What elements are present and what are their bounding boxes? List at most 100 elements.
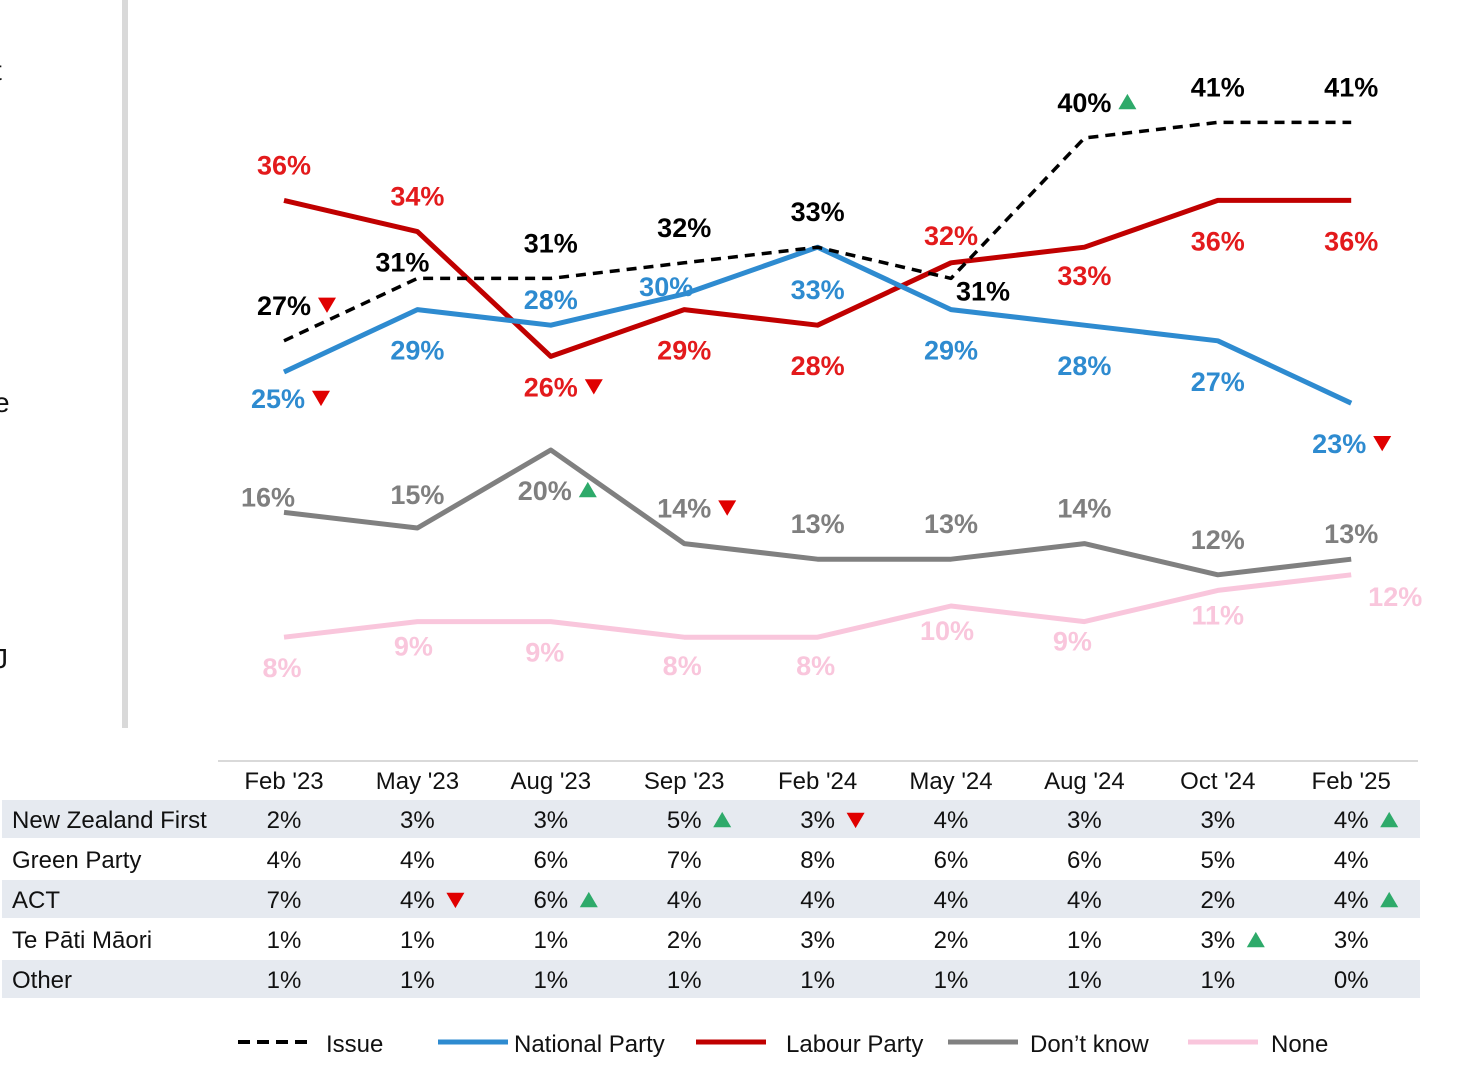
table-cell: 2%	[1200, 887, 1235, 914]
table-cell: 1%	[267, 927, 302, 954]
data-label-issue: 41%	[1191, 72, 1245, 102]
table-cell: 4%	[1067, 887, 1102, 914]
table-cell: 4%	[667, 887, 702, 914]
table-cell: 1%	[934, 967, 969, 994]
down-arrow-icon	[718, 500, 737, 516]
table-cell: 5%	[667, 807, 702, 834]
data-label-issue: 40%	[1057, 88, 1111, 118]
table-cell: 7%	[667, 847, 702, 874]
table-row-name: Te Pāti Māori	[12, 927, 152, 954]
table-cell: 0%	[1334, 967, 1369, 994]
table-cell: 4%	[267, 847, 302, 874]
series-line-none	[283, 572, 1352, 640]
data-label-none: 8%	[262, 653, 301, 683]
data-label-none: 8%	[663, 651, 702, 681]
table-cell: 5%	[1200, 847, 1235, 874]
data-labels: 8% 9% 9% 8% 8% 10% 9% 11% 12% 16% 15% 20% 14% 13% 13% 1…	[241, 72, 1422, 683]
data-label-labour: 26%	[524, 372, 578, 402]
table-cell: 3%	[800, 927, 835, 954]
up-arrow-icon	[1246, 931, 1265, 948]
down-arrow-icon	[1373, 436, 1392, 452]
table-cell: 4%	[800, 887, 835, 914]
data-label-labour: 29%	[657, 336, 711, 366]
table-cell: 1%	[800, 967, 835, 994]
table-cell: 4%	[400, 847, 435, 874]
series-line-issue	[283, 120, 1352, 343]
data-table: Feb '23 May '23 Aug '23 Sep '23 Feb '24 May '…	[2, 760, 1420, 1000]
up-arrow-icon	[579, 891, 598, 908]
data-label-national: 25%	[251, 384, 305, 414]
data-label-national: 28%	[1057, 351, 1111, 381]
data-label-issue: 31%	[524, 228, 578, 258]
data-label-labour: 28%	[791, 351, 845, 381]
data-label-labour: 36%	[1324, 226, 1378, 256]
column-header: Aug '24	[1044, 768, 1125, 795]
up-arrow-icon	[578, 481, 597, 498]
data-label-national: 23%	[1312, 429, 1366, 459]
table-cell: 1%	[533, 967, 568, 994]
data-label-labour: 36%	[257, 150, 311, 180]
column-header: May '23	[376, 768, 459, 795]
data-label-national: 29%	[390, 336, 444, 366]
table-cell: 6%	[934, 847, 969, 874]
table-cell: 1%	[1200, 967, 1235, 994]
data-label-labour: 32%	[924, 221, 978, 251]
data-label-labour: 33%	[1057, 261, 1111, 291]
series-line-labour	[283, 197, 1352, 359]
table-cell: 6%	[533, 887, 568, 914]
down-arrow-icon	[584, 379, 603, 395]
legend-label-national: National Party	[514, 1031, 665, 1058]
data-label-issue: 32%	[657, 213, 711, 243]
column-header: Feb '23	[244, 768, 323, 795]
data-label-issue: 27%	[257, 291, 311, 321]
data-label-none: 9%	[525, 638, 564, 668]
table-cell: 8%	[800, 847, 835, 874]
table-cell: 4%	[934, 887, 969, 914]
table-cell: 1%	[667, 967, 702, 994]
table-cell: 4%	[934, 807, 969, 834]
legend-label-none: None	[1271, 1031, 1328, 1058]
down-arrow-icon	[846, 812, 865, 829]
down-arrow-icon	[318, 297, 336, 313]
table-cell: 6%	[1067, 847, 1102, 874]
data-label-dont_know: 14%	[1057, 494, 1111, 524]
table-cell: 7%	[267, 887, 302, 914]
table-row-shade	[2, 800, 1420, 838]
series-line-dont_know	[283, 447, 1352, 578]
data-label-national: 30%	[639, 272, 693, 302]
table-cell: 3%	[400, 807, 435, 834]
up-arrow-icon	[1380, 891, 1399, 908]
data-label-national: 29%	[924, 336, 978, 366]
table-cell: 1%	[267, 967, 302, 994]
data-label-national: 27%	[1191, 367, 1245, 397]
data-label-issue: 41%	[1324, 72, 1378, 102]
edge-text-3: J	[0, 643, 8, 674]
table-cell: 4%	[1334, 847, 1369, 874]
data-label-none: 12%	[1368, 582, 1422, 612]
data-label-issue: 33%	[791, 197, 845, 227]
column-header: Oct '24	[1180, 768, 1255, 795]
table-cell: 4%	[400, 887, 435, 914]
table-cell: 3%	[1334, 927, 1369, 954]
table-cell: 3%	[1200, 927, 1235, 954]
column-header: Feb '25	[1312, 768, 1391, 795]
table-cell: 4%	[1334, 887, 1369, 914]
data-label-dont_know: 12%	[1191, 525, 1245, 555]
data-label-labour: 34%	[390, 182, 444, 212]
column-header: Aug '23	[510, 768, 591, 795]
table-row-name: ACT	[12, 887, 60, 914]
data-label-national: 28%	[524, 285, 578, 315]
table-cell: 6%	[533, 847, 568, 874]
table-cell: 1%	[1067, 967, 1102, 994]
edge-text-1: t	[0, 55, 2, 86]
data-label-dont_know: 16%	[241, 482, 295, 512]
data-label-dont_know: 13%	[924, 509, 978, 539]
up-arrow-icon	[713, 811, 732, 828]
table-row-name: Other	[12, 967, 72, 994]
data-label-dont_know: 14%	[657, 494, 711, 524]
table-row-name: New Zealand First	[12, 807, 207, 834]
data-label-dont_know: 13%	[791, 509, 845, 539]
edge-text-2: e	[0, 387, 10, 418]
down-arrow-icon	[446, 892, 465, 909]
data-label-dont_know: 13%	[1324, 519, 1378, 549]
